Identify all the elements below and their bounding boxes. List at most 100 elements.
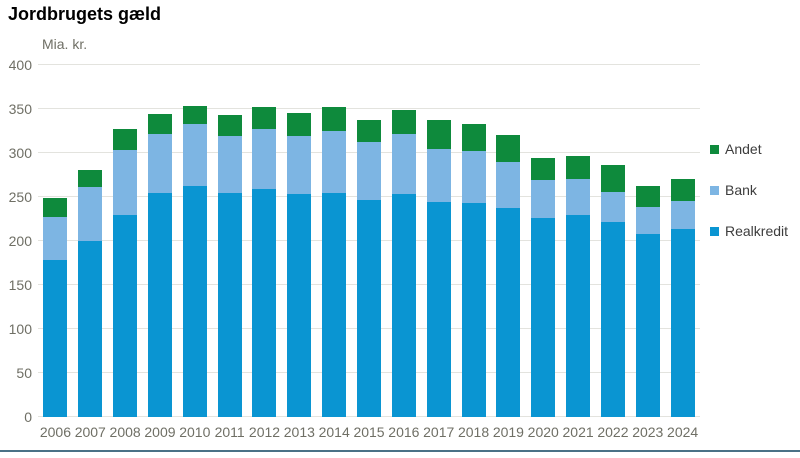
bar-segment-andet-2021 (566, 155, 591, 180)
x-axis-label-2023: 2023 (632, 424, 664, 440)
bar-segment-realkredit-2013 (287, 194, 312, 417)
bar-segment-andet-2015 (357, 119, 382, 142)
bar-group-2015 (357, 119, 382, 417)
bar-segment-bank-2008 (113, 150, 138, 215)
y-axis-tick-label: 300 (8, 145, 32, 161)
x-axis-label-2015: 2015 (353, 424, 385, 440)
bar-segment-realkredit-2008 (113, 214, 138, 417)
bar-group-2017 (426, 120, 451, 417)
gridline (38, 108, 700, 109)
bar-segment-realkredit-2012 (252, 189, 277, 417)
bar-segment-realkredit-2023 (635, 233, 660, 417)
bar-segment-andet-2012 (252, 107, 277, 130)
bar-segment-andet-2007 (78, 169, 103, 188)
legend-item-andet: Andet (710, 141, 788, 157)
bar-segment-bank-2023 (635, 206, 660, 234)
bar-segment-andet-2022 (600, 165, 625, 192)
y-axis-tick-label: 350 (8, 101, 32, 117)
bar-segment-andet-2017 (426, 120, 451, 150)
bar-segment-realkredit-2017 (426, 202, 451, 417)
x-axis-label-2011: 2011 (214, 424, 245, 440)
x-axis-label-2007: 2007 (74, 424, 106, 440)
bar-segment-bank-2011 (217, 136, 242, 194)
bar-segment-bank-2024 (670, 200, 695, 229)
bar-slot-2006 (38, 65, 73, 417)
legend-swatch-realkredit (710, 226, 719, 236)
x-axis-label-2017: 2017 (423, 424, 455, 440)
legend: Andet Bank Realkredit (710, 141, 788, 264)
bar-segment-bank-2006 (43, 217, 68, 261)
x-axis-label-2024: 2024 (667, 424, 699, 440)
bar-group-2008 (113, 129, 138, 417)
bar-segment-realkredit-2021 (566, 215, 591, 417)
x-axis-label-2020: 2020 (527, 424, 559, 440)
bar-segment-andet-2014 (322, 107, 347, 132)
x-axis-label-2009: 2009 (144, 424, 176, 440)
bar-group-2024 (670, 178, 695, 417)
y-axis-tick-label: 200 (8, 233, 32, 249)
legend-item-bank: Bank (710, 182, 788, 198)
y-axis-tick-label: 150 (8, 277, 32, 293)
legend-label-realkredit: Realkredit (725, 223, 789, 239)
bar-segment-bank-2018 (461, 151, 486, 204)
bar-segment-andet-2010 (182, 105, 207, 124)
y-axis-tick-label: 0 (24, 409, 32, 425)
legend-swatch-andet (710, 144, 719, 154)
bar-slot-2016 (386, 65, 421, 417)
bar-segment-bank-2020 (531, 180, 556, 219)
y-axis-tick-label: 400 (8, 57, 32, 73)
bar-slot-2020 (526, 65, 561, 417)
bar-slot-2024 (665, 65, 700, 417)
bar-slot-2009 (143, 65, 178, 417)
bar-segment-realkredit-2009 (147, 193, 172, 417)
x-axis-label-2014: 2014 (318, 424, 350, 440)
bar-segment-andet-2024 (670, 178, 695, 201)
bar-group-2014 (322, 107, 347, 417)
y-axis-tick-label: 250 (8, 189, 32, 205)
bar-segment-bank-2015 (357, 141, 382, 200)
bar-segment-bank-2016 (391, 133, 416, 195)
bar-segment-realkredit-2024 (670, 228, 695, 417)
bottom-divider (0, 450, 800, 452)
bar-slot-2015 (352, 65, 387, 417)
bar-series-container (38, 65, 700, 417)
bar-segment-bank-2014 (322, 131, 347, 193)
bar-segment-andet-2013 (287, 113, 312, 137)
bar-slot-2007 (73, 65, 108, 417)
bar-group-2016 (391, 109, 416, 417)
chart-title: Jordbrugets gæld (8, 4, 162, 24)
bar-group-2020 (531, 158, 556, 417)
x-axis-label-2013: 2013 (283, 424, 315, 440)
x-axis-label-2016: 2016 (388, 424, 420, 440)
x-axis-label-2008: 2008 (109, 424, 141, 440)
x-axis-label-2022: 2022 (597, 424, 629, 440)
bar-segment-bank-2009 (147, 133, 172, 194)
x-axis-label-2019: 2019 (492, 424, 524, 440)
bar-segment-bank-2022 (600, 191, 625, 222)
bar-group-2018 (461, 124, 486, 417)
x-axis-label-2006: 2006 (39, 424, 71, 440)
bar-slot-2014 (317, 65, 352, 417)
bar-segment-realkredit-2006 (43, 260, 68, 417)
bar-segment-bank-2007 (78, 187, 103, 241)
bar-slot-2018 (456, 65, 491, 417)
legend-label-andet: Andet (725, 141, 762, 157)
bar-segment-andet-2018 (461, 124, 486, 152)
bar-slot-2017 (421, 65, 456, 417)
bar-group-2007 (78, 169, 103, 417)
bar-segment-andet-2008 (113, 129, 138, 151)
legend-label-bank: Bank (725, 182, 757, 198)
bar-segment-bank-2010 (182, 123, 207, 187)
x-axis: 2006 2007 2008 2009 2010 2011 2012 2013 2014 2015… (38, 424, 700, 440)
bar-segment-andet-2006 (43, 197, 68, 218)
bar-group-2011 (217, 115, 242, 417)
bar-segment-realkredit-2018 (461, 203, 486, 417)
bar-segment-andet-2009 (147, 114, 172, 134)
bar-segment-bank-2019 (496, 161, 521, 209)
bar-segment-realkredit-2015 (357, 199, 382, 417)
y-axis-tick-label: 50 (16, 365, 32, 381)
x-axis-label-2021: 2021 (562, 424, 594, 440)
bar-segment-andet-2023 (635, 185, 660, 207)
bar-slot-2008 (108, 65, 143, 417)
bar-slot-2010 (177, 65, 212, 417)
